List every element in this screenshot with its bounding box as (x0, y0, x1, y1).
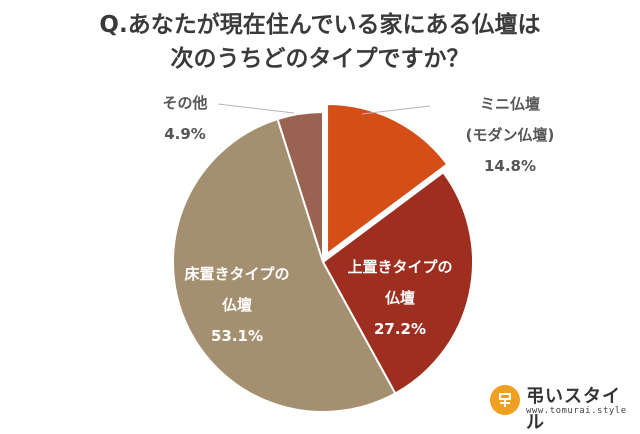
leader-line-mini (361, 105, 431, 115)
slice-value-uwaoki: 27.2% (373, 320, 427, 338)
slice-label-mini-butsudan: ミニ仏壇 (モダン仏壇) 14.8% (450, 89, 570, 182)
slice-label-other: その他 4.9% (140, 88, 230, 150)
chart-title-line-1: Q.あなたが現在住んでいる家にある仏壇は (99, 12, 541, 38)
slice-label-uwaoki: 上置きタイプの 仏壇 27.2% (340, 252, 460, 345)
brand-logo: 弔いスタイル www.tomurai.style (490, 382, 636, 433)
logo-url: www.tomurai.style (526, 406, 627, 416)
pie-slice-yukaoki (172, 117, 397, 413)
logo-glyph-icon (499, 393, 511, 407)
slice-label-yukaoki-line-2: 仏壇 (221, 296, 252, 314)
slice-label-mini-line-1: ミニ仏壇 (479, 95, 540, 113)
logo-mark-icon (490, 385, 520, 415)
slice-label-mini-line-2: (モダン仏壇) (465, 126, 555, 144)
leader-line-other (217, 103, 295, 114)
pie-slice-other (276, 110, 324, 263)
slice-label-uwaoki-line-2: 仏壇 (384, 289, 415, 307)
pie-slice-mini-butsudan (326, 102, 449, 256)
pie-slice-uwaoki (321, 170, 474, 395)
chart-title-line-2: 次のうちどのタイプですか？ (170, 46, 470, 72)
chart-title: Q.あなたが現在住んでいる家にある仏壇は 次のうちどのタイプですか？ (0, 8, 640, 76)
slice-value-other: 4.9% (164, 125, 206, 143)
slice-value-yukaoki: 53.1% (210, 327, 264, 345)
slice-label-yukaoki-line-1: 床置きタイプの (184, 265, 290, 283)
slice-label-yukaoki: 床置きタイプの 仏壇 53.1% (172, 259, 302, 352)
slice-label-other-line-1: その他 (162, 94, 208, 112)
slice-value-mini: 14.8% (483, 157, 537, 175)
slice-label-uwaoki-line-1: 上置きタイプの (347, 258, 453, 276)
